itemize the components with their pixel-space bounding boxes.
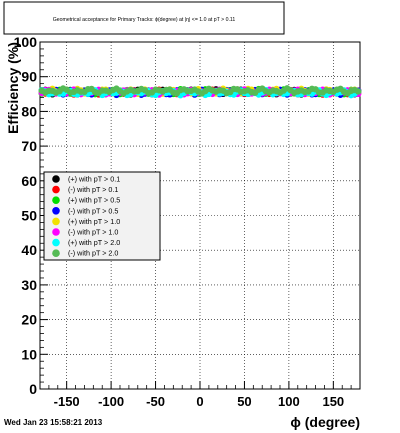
y-tick-label: 90 — [21, 69, 37, 85]
legend-box — [43, 171, 161, 261]
y-tick-label: 30 — [21, 277, 37, 293]
legend-marker — [52, 217, 60, 226]
y-tick-label: 40 — [21, 242, 37, 258]
legend-marker — [52, 207, 60, 215]
legend-marker — [52, 196, 60, 204]
legend-label: (-) with pT > 0.5 — [68, 206, 118, 215]
x-tick-label: 50 — [237, 394, 251, 409]
x-tick-label: -150 — [54, 394, 80, 409]
legend-marker — [52, 238, 60, 247]
legend-marker — [52, 249, 60, 257]
y-tick-label: 50 — [21, 208, 37, 224]
legend-label: (+) with pT > 2.0 — [68, 238, 120, 247]
legend-marker — [52, 228, 60, 236]
x-tick-label: 0 — [196, 394, 203, 409]
title-box — [3, 1, 285, 35]
x-tick-label: 150 — [322, 394, 344, 409]
data-points — [38, 85, 362, 99]
y-tick-label: 80 — [21, 103, 37, 119]
x-tick-label: 100 — [278, 394, 300, 409]
series-7 — [38, 85, 362, 97]
y-axis-ticks: 0 10 20 30 40 50 60 70 80 90 100 — [14, 34, 48, 397]
legend-label: (+) with pT > 0.1 — [68, 175, 120, 184]
x-tick-label: -50 — [146, 394, 165, 409]
y-tick-label: 10 — [21, 346, 37, 362]
y-axis-label: Efficiency (%) — [5, 42, 21, 134]
legend-label: (+) with pT > 1.0 — [68, 217, 120, 226]
grid-lines — [40, 42, 360, 389]
legend-marker — [52, 175, 60, 183]
y-tick-label: 70 — [21, 138, 37, 154]
y-tick-label: 0 — [29, 381, 37, 397]
x-axis-ticks: -150 -100 -50 0 50 100 150 — [39, 381, 361, 409]
legend: (+) with pT > 0.1(-) with pT > 0.1 (+) wi… — [43, 171, 161, 261]
y-tick-label: 60 — [21, 173, 37, 189]
x-axis-label: ϕ (degree) — [290, 414, 360, 430]
legend-label: (-) with pT > 1.0 — [68, 228, 118, 237]
legend-label: (-) with pT > 2.0 — [68, 249, 118, 258]
legend-marker — [52, 185, 60, 194]
chart-title: Geometrical acceptance for Primary Track… — [53, 17, 236, 23]
legend-label: (+) with pT > 0.5 — [68, 196, 120, 205]
y-tick-label: 20 — [21, 312, 37, 328]
footer-timestamp: Wed Jan 23 15:58:21 2013 — [4, 418, 103, 427]
legend-label: (-) with pT > 0.1 — [68, 185, 118, 194]
y-tick-label: 100 — [14, 34, 38, 50]
x-tick-label: -100 — [98, 394, 124, 409]
data-point — [355, 88, 362, 95]
